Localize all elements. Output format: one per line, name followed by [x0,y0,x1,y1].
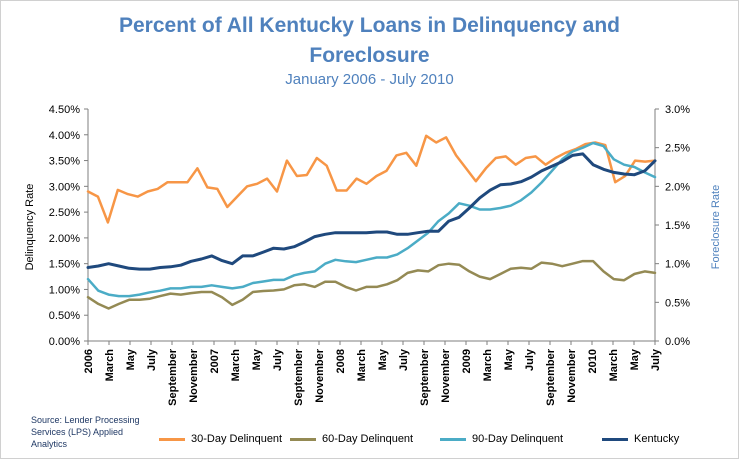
x-tick-label: 2010 [587,349,599,373]
legend-swatch-60-day [290,437,316,441]
y-tick-label-left: 2.50% [49,207,80,219]
y-tick-label-right: 1.0% [665,259,690,271]
y-tick-label-left: 4.50% [49,104,80,116]
x-tick-label: 2006 [83,349,95,373]
source-note: Source: Lender Processing Services (LPS)… [31,415,140,449]
legend-item-90-day: 90-Day Delinquent [440,431,563,447]
x-tick-label: May [377,348,389,370]
y-tick-label-left: 3.50% [49,156,80,168]
y-tick-label-left: 0.00% [49,336,80,348]
x-tick-label: 2007 [209,349,221,373]
x-tick-label: March [482,349,494,382]
y-tick-label-left: 2.00% [49,233,80,245]
y-tick-label-right: 3.0% [665,104,690,116]
chart-title: Percent of All Kentucky Loans in Delinqu… [1,11,738,71]
x-tick-label: May [125,348,137,370]
series-layer [86,134,657,310]
y-tick-label-left: 4.00% [49,130,80,142]
x-tick-label: May [629,348,641,370]
legend-item-30-day: 30-Day Delinquent [159,431,282,447]
chart-title-line-1: Percent of All Kentucky Loans in Delinqu… [119,14,620,37]
legend-item-kentucky: Kentucky [602,431,679,447]
x-tick-label: September [167,348,179,406]
y-axis-title-left: Delinquency Rate [24,184,36,271]
legend-swatch-30-day [159,437,185,441]
y-tick-label-left: 1.50% [49,259,80,271]
x-tick-label: November [440,348,452,403]
chart-title-line-2: Foreclosure [309,44,430,67]
x-tick-label: September [419,348,431,406]
series-60-day-line [86,259,657,310]
x-tick-label: November [566,348,578,403]
y-tick-label-left: 1.00% [49,284,80,296]
series-kentucky-line [86,152,657,271]
x-tick-label: March [104,349,116,382]
x-tick-label: July [524,348,536,371]
x-tick-label: 2008 [335,349,347,373]
chart-subtitle: January 2006 - July 2010 [285,71,454,88]
axes-layer: 0.00% 0.50% 1.00% 1.50% 2.00% 2.50% 3.00% 3.50%… [49,104,690,406]
legend-label-60-day: 60-Day Delinquent [322,433,414,445]
y-tick-label-right: 0.5% [665,297,690,309]
x-tick-label: 2009 [461,349,473,373]
x-tick-label: July [146,348,158,371]
y-tick-label-right: 0.0% [665,336,690,348]
x-tick-label: March [230,349,242,382]
y-tick-label-right: 2.5% [665,143,690,155]
series-30-day-line [86,134,657,224]
series-90-day-line [86,141,657,298]
x-tick-label: November [188,348,200,403]
x-tick-label: March [356,349,368,382]
x-tick-label: July [398,348,410,371]
x-tick-label: July [650,348,662,371]
legend-swatch-kentucky [602,437,628,441]
legend-item-60-day: 60-Day Delinquent [290,431,413,447]
legend-label-kentucky: Kentucky [634,433,680,445]
x-tick-label: May [251,348,263,370]
y-tick-label-right: 1.5% [665,220,690,232]
x-tick-label: July [272,348,284,371]
x-tick-label: May [503,348,515,370]
legend-label-30-day: 30-Day Delinquent [191,433,283,445]
legend-label-90-day: 90-Day Delinquent [472,433,564,445]
legend-swatch-90-day [440,437,466,441]
x-tick-label: November [314,348,326,403]
y-axis-title-right: Foreclosure Rate [710,185,722,269]
x-tick-label: September [545,348,557,406]
y-tick-label-right: 2.0% [665,181,690,193]
x-tick-label: March [608,349,620,382]
y-tick-label-left: 3.00% [49,181,80,193]
x-tick-label: September [293,348,305,406]
y-tick-label-left: 0.50% [49,310,80,322]
